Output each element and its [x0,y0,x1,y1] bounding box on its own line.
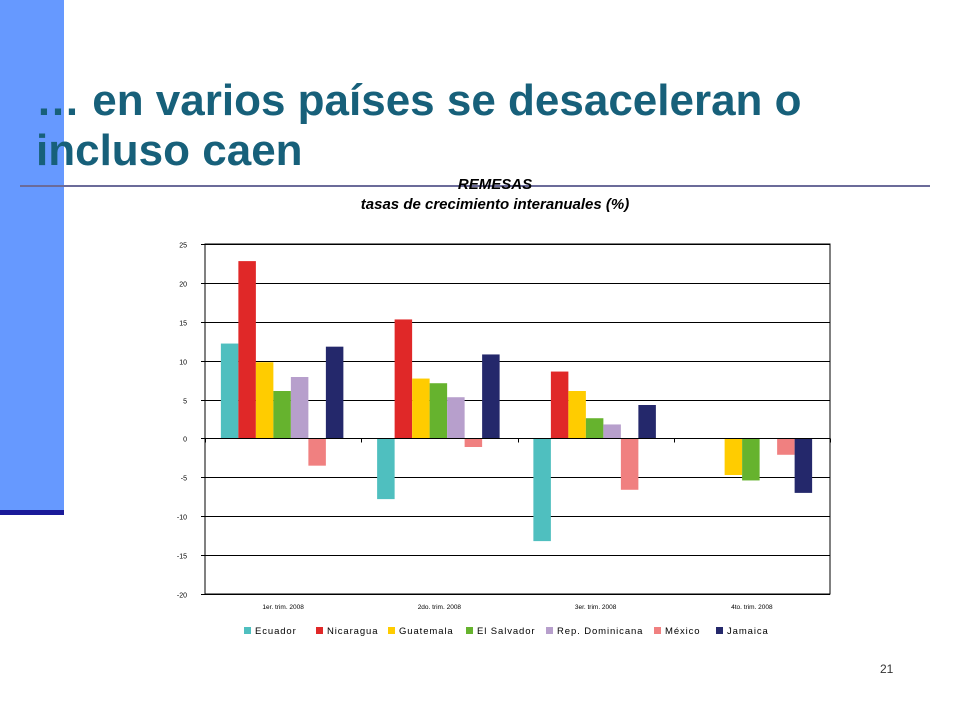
y-tick-label: -15 [177,554,187,561]
bar-nicaragua [394,319,413,439]
bar-m-xico [620,438,639,490]
legend-swatch [716,627,723,634]
page-number: 21 [880,662,894,676]
bar-m-xico [777,438,795,455]
bar-guatemala [412,378,430,439]
y-tick-label: 15 [179,321,187,328]
bar-guatemala [255,362,274,439]
y-tick-label: 20 [179,282,187,289]
bar-jamaica [482,354,500,439]
slide-title: … en varios países se desaceleran o incl… [36,76,802,175]
y-tick-label: -20 [177,593,187,600]
legend-swatch [654,627,661,634]
bar-rep-dominicana [603,424,621,439]
bar-m-xico [308,438,326,466]
legend-swatch [466,627,473,634]
bar-m-xico [464,438,483,447]
y-tick-label: 10 [179,360,187,367]
decorative-side-bar [0,0,64,512]
bar-rep-dominicana [447,397,465,439]
bar-ecuador [377,438,395,500]
y-tick-label: -10 [177,515,187,522]
bar-el-salvador [585,418,604,439]
legend-swatch [388,627,395,634]
legend-label: Nicaragua [327,626,378,637]
bar-el-salvador [742,438,760,481]
legend-label: El Salvador [477,626,535,637]
bar-guatemala [724,438,743,475]
bar-nicaragua [238,261,256,439]
plot-area [204,243,831,595]
title-divider [20,185,930,187]
y-tick-label: 5 [183,399,187,406]
legend-label: Guatemala [399,626,454,637]
legend-swatch [316,627,323,634]
bar-nicaragua [550,371,569,439]
x-tick-label: 1er. trim. 2008 [262,604,304,611]
bar-jamaica [794,438,813,493]
x-tick-label: 2do. trim. 2008 [418,604,462,611]
decorative-side-bar-base [0,510,64,515]
bar-ecuador [220,343,239,439]
bar-ecuador [533,438,551,542]
x-tick-label: 4to. trim. 2008 [731,604,773,611]
chart-title: REMESAS [457,176,533,193]
chart-subtitle: tasas de crecimiento interanuales (%) [360,196,630,213]
legend-swatch [244,627,251,634]
legend-label: Rep. Dominicana [557,626,643,637]
bar-guatemala [568,391,586,439]
bar-rep-dominicana [290,377,309,439]
y-tick-label: 0 [183,437,187,444]
legend-label: Ecuador [255,626,297,637]
legend-label: Jamaica [727,626,769,637]
y-tick-label: 25 [179,243,187,250]
legend-label: México [665,626,701,637]
x-tick-label: 3er. trim. 2008 [575,604,617,611]
bar-jamaica [325,346,344,439]
chart-title-block: REMESAS tasas de crecimiento interanuale… [300,175,690,215]
bar-el-salvador [429,383,448,439]
y-tick-label: -5 [181,476,187,483]
bar-jamaica [638,405,656,439]
legend-swatch [546,627,553,634]
bar-el-salvador [273,391,291,439]
